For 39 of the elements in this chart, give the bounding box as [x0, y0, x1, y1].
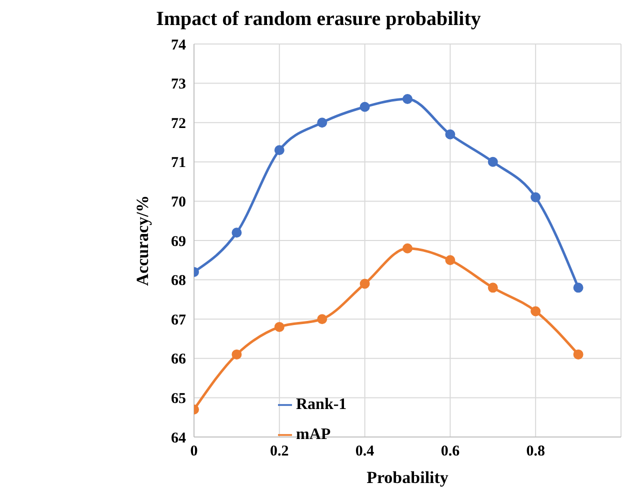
point	[274, 322, 284, 332]
y-tick-label: 72	[171, 116, 186, 132]
point	[402, 94, 412, 104]
x-tick-label: 0.8	[526, 444, 545, 460]
x-tick-label: 0.2	[270, 444, 289, 460]
point	[573, 349, 584, 360]
point	[274, 145, 284, 156]
point	[488, 156, 498, 167]
y-tick-label: 66	[171, 352, 186, 368]
y-tick-label: 68	[171, 273, 186, 290]
x-tick-label: 0	[190, 444, 198, 460]
point	[530, 192, 541, 202]
point	[232, 349, 242, 360]
point	[530, 306, 541, 316]
point	[317, 314, 328, 324]
y-tick-label: 64	[171, 430, 186, 446]
point	[488, 282, 498, 293]
y-tick-label: 65	[171, 391, 186, 408]
point	[445, 129, 456, 140]
point	[360, 102, 370, 112]
point	[317, 118, 328, 128]
chart-title: Impact of random erasure probability	[155, 8, 482, 32]
y-tick-label: 71	[171, 155, 186, 172]
legend-label: mAP	[296, 426, 331, 443]
point	[573, 282, 584, 293]
y-tick-label: 73	[171, 76, 186, 93]
point	[232, 228, 242, 238]
point	[402, 243, 412, 254]
x-tick-label: 0.4	[355, 444, 375, 460]
point	[360, 278, 370, 289]
x-axis-title: Probability	[366, 468, 449, 487]
y-tick-label: 70	[171, 194, 186, 211]
legend-label: Rank-1	[296, 396, 347, 413]
y-tick-label: 69	[171, 234, 186, 250]
y-axis-title: Accuracy/%	[133, 195, 152, 286]
x-tick-label: 0.6	[440, 444, 460, 460]
y-tick-label: 67	[171, 312, 186, 328]
y-tick-label: 74	[171, 37, 186, 54]
point	[445, 255, 456, 266]
